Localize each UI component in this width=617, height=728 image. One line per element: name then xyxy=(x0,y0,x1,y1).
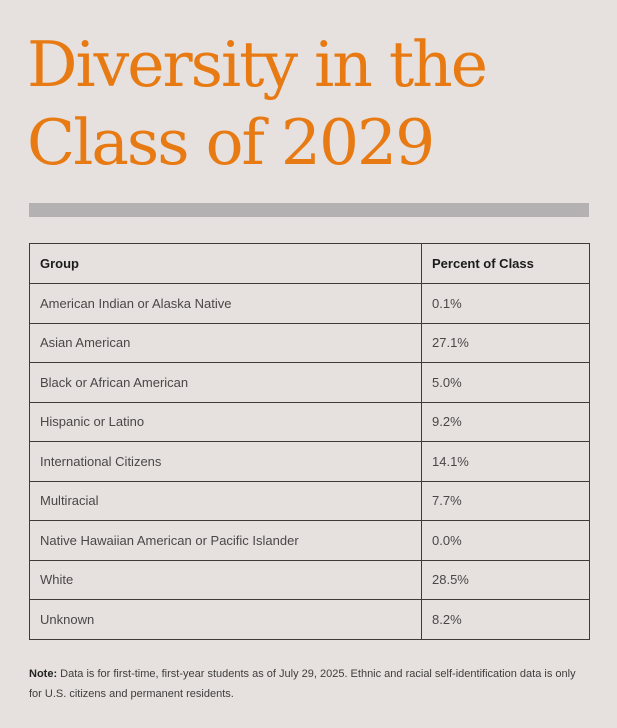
diversity-table: Group Percent of Class American Indian o… xyxy=(29,243,590,640)
table-header-row: Group Percent of Class xyxy=(29,243,590,284)
note-text: Data is for first-time, first-year stude… xyxy=(29,668,576,700)
cell-percent: 27.1% xyxy=(421,322,590,363)
page-title: Diversity in the Class of 2029 xyxy=(27,26,488,182)
table-row: Hispanic or Latino 9.2% xyxy=(29,401,590,442)
cell-group: American Indian or Alaska Native xyxy=(29,283,422,324)
cell-percent: 7.7% xyxy=(421,480,590,521)
cell-group: Asian American xyxy=(29,322,422,363)
cell-group: White xyxy=(29,559,422,600)
cell-percent: 14.1% xyxy=(421,441,590,482)
title-line-1: Diversity in the xyxy=(27,28,488,101)
table-row: International Citizens 14.1% xyxy=(29,441,590,482)
title-line-2: Class of 2029 xyxy=(27,106,435,179)
divider-bar xyxy=(29,203,589,217)
cell-group: Black or African American xyxy=(29,362,422,403)
note-label: Note: xyxy=(29,668,58,680)
cell-percent: 9.2% xyxy=(421,401,590,442)
cell-group: Unknown xyxy=(29,599,422,640)
cell-percent: 8.2% xyxy=(421,599,590,640)
table-row: Unknown 8.2% xyxy=(29,599,590,640)
cell-group: Multiracial xyxy=(29,480,422,521)
cell-group: Hispanic or Latino xyxy=(29,401,422,442)
header-percent: Percent of Class xyxy=(421,243,590,284)
header-group: Group xyxy=(29,243,422,284)
table-row: Asian American 27.1% xyxy=(29,322,590,363)
cell-group: International Citizens xyxy=(29,441,422,482)
cell-percent: 5.0% xyxy=(421,362,590,403)
cell-percent: 0.0% xyxy=(421,520,590,561)
footnote: Note: Data is for first-time, first-year… xyxy=(29,664,589,704)
table-row: American Indian or Alaska Native 0.1% xyxy=(29,283,590,324)
table-row: White 28.5% xyxy=(29,559,590,600)
table-row: Native Hawaiian American or Pacific Isla… xyxy=(29,520,590,561)
table-row: Multiracial 7.7% xyxy=(29,480,590,521)
cell-group: Native Hawaiian American or Pacific Isla… xyxy=(29,520,422,561)
cell-percent: 0.1% xyxy=(421,283,590,324)
cell-percent: 28.5% xyxy=(421,559,590,600)
table-row: Black or African American 5.0% xyxy=(29,362,590,403)
